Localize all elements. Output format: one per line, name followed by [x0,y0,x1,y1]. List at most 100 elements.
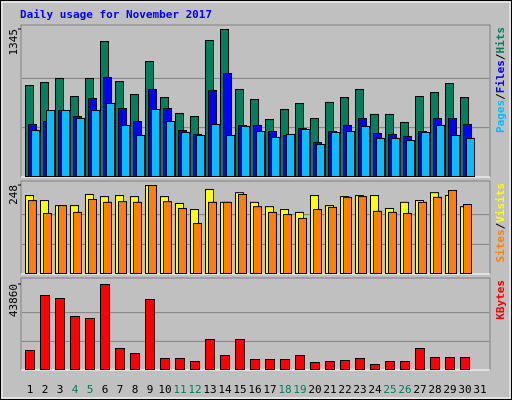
x-tick-label: 3 [57,383,64,396]
bar [88,198,97,275]
x-tick-label: 1 [27,383,34,396]
bar [238,193,247,274]
bar [298,218,307,274]
bar [436,124,445,177]
bar [460,357,470,370]
legend-separator: / [494,93,507,100]
y-tick-label: 248 [7,185,20,205]
x-tick-label: 24 [368,383,382,396]
bar [358,196,367,274]
x-tick-label: 16 [248,383,261,396]
bar [448,190,457,275]
bar [391,137,400,177]
bar [373,210,382,275]
x-tick-label: 28 [428,383,441,396]
bar [76,118,85,177]
x-tick-label: 2 [42,383,49,396]
x-tick-label: 30 [458,383,471,396]
bar [25,350,35,370]
bar [46,109,55,177]
bar [253,206,262,274]
legend-entry: Hits [494,27,507,54]
legend: KBytes [494,280,507,320]
bar [250,359,260,370]
bar [121,124,130,177]
x-tick-label: 29 [443,383,456,396]
bar [55,298,65,370]
x-tick-label: 13 [203,383,216,396]
bar [100,284,110,370]
bar [73,211,82,275]
bar [145,299,155,370]
bar [256,131,265,177]
bar [178,207,187,274]
bar [466,137,475,177]
x-tick-label: 10 [158,383,171,396]
x-tick-label: 12 [188,383,201,396]
bar [313,209,322,275]
bar [271,136,280,178]
bar [283,214,292,274]
bar [208,201,217,274]
x-tick-label: 17 [263,383,276,396]
bar [40,295,50,370]
legend: Pages/Files/Hits [494,27,507,133]
bar [226,134,235,178]
bar [421,131,430,177]
bar [340,360,350,370]
bar [61,109,70,177]
bar [196,134,205,178]
bar [211,123,220,177]
bar [355,358,365,370]
bar [133,201,142,274]
x-tick-label: 4 [72,383,79,396]
bar [220,355,230,370]
legend-separator: / [494,53,507,60]
bar [205,339,215,370]
x-tick-label: 7 [117,383,124,396]
bar [163,201,172,275]
bar [370,364,380,370]
bar [265,359,275,370]
bar [295,355,305,370]
x-tick-label: 5 [87,383,94,396]
bar [433,196,442,274]
bar [403,212,412,274]
x-tick-label: 27 [413,383,426,396]
bar [85,318,95,370]
bar [388,211,397,275]
bar [175,358,185,370]
bar [325,361,335,370]
legend: Sites/Visits [494,183,507,263]
bar [58,205,67,274]
x-tick-label: 20 [308,383,321,396]
bar [151,108,160,177]
bar [463,204,472,274]
x-tick-label: 25 [383,383,396,396]
bar [181,131,190,177]
bar [310,362,320,370]
bar [148,185,157,274]
bar [376,137,385,177]
bar [235,339,245,370]
y-tick-label: 1345 [7,29,20,56]
bar [301,129,310,177]
bar [130,353,140,370]
bar [418,201,427,274]
x-tick-label: 11 [173,383,186,396]
bar [136,134,145,178]
bar [343,196,352,274]
bar [268,211,277,275]
bar [91,109,100,177]
bar [118,201,127,275]
legend-entry: KBytes [494,280,507,320]
bar [31,130,40,178]
bar [400,361,410,370]
bar [70,316,80,370]
bar [241,125,250,177]
x-tick-label: 14 [218,383,232,396]
bar [160,358,170,370]
x-tick-label: 22 [338,383,351,396]
